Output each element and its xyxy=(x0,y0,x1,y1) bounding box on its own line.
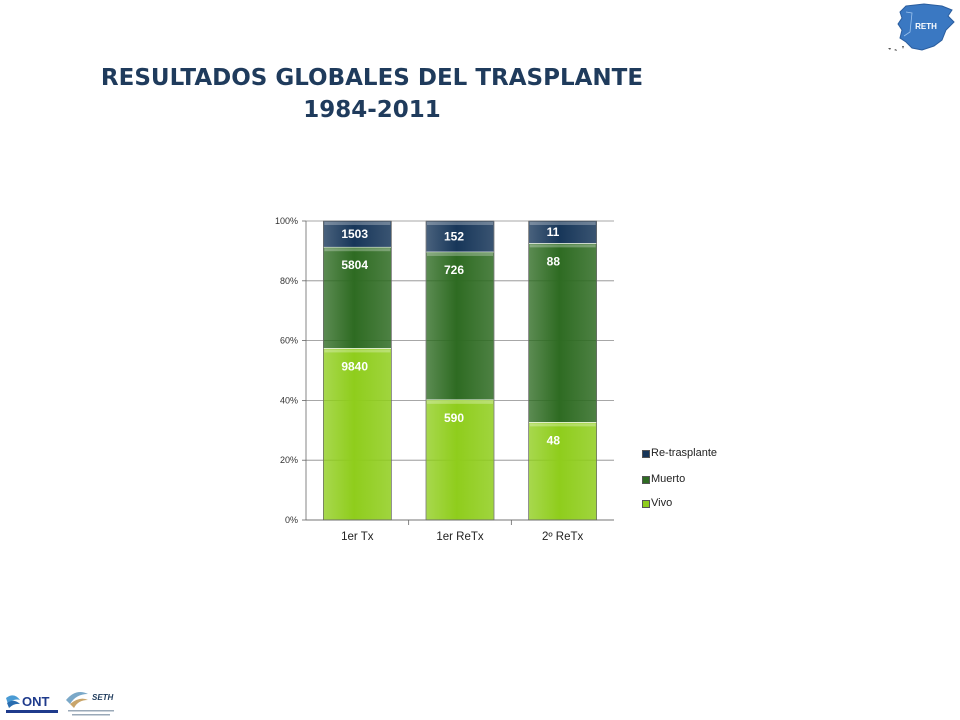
y-tick-label-4: 80% xyxy=(280,276,298,286)
x-tick-label-0: 1er Tx xyxy=(341,531,374,543)
map-label: RETH xyxy=(915,22,937,31)
y-tick-label-2: 40% xyxy=(280,395,298,405)
legend-label-muerto: Muerto xyxy=(651,473,686,485)
y-tick-label-5: 100% xyxy=(275,216,298,226)
bar-highlight-vivo-2 xyxy=(529,423,596,427)
labels: 0% 20% 40% 60% 80% 100% 9840 5804 1503 1er Tx 590 7… xyxy=(275,216,584,543)
chart-title-line2: 1984-2011 xyxy=(303,97,441,123)
legend-label-retrasplante: Re-trasplante xyxy=(651,447,718,459)
data-label-re-trasplante-0: 1503 xyxy=(341,227,368,241)
x-tick-label-1: 1er ReTx xyxy=(436,531,484,543)
bar-re-trasplante-1 xyxy=(425,220,495,253)
bar-muerto-2 xyxy=(528,243,597,423)
legend-label-vivo: Vivo xyxy=(651,497,673,509)
data-label-vivo-2: 48 xyxy=(547,433,561,447)
legend-swatch-retrasplante xyxy=(642,450,650,458)
data-label-re-trasplante-1: 152 xyxy=(444,229,464,243)
seth-label: SETH xyxy=(92,693,114,702)
data-label-re-trasplante-2: 11 xyxy=(547,225,560,239)
data-label-muerto-2: 88 xyxy=(547,254,561,268)
data-label-muerto-0: 5804 xyxy=(341,258,368,272)
legend-swatch-muerto xyxy=(642,476,650,484)
ont-logo-icon: ONT xyxy=(6,694,58,713)
y-tick-label-0: 0% xyxy=(285,515,298,525)
x-tick-label-2: 2º ReTx xyxy=(542,531,584,543)
bar-muerto-0 xyxy=(323,246,392,349)
bar-vivo-0 xyxy=(323,348,392,521)
bar-highlight-muerto-0 xyxy=(324,248,391,252)
ont-label: ONT xyxy=(22,694,50,709)
data-label-vivo-0: 9840 xyxy=(341,359,368,373)
chart-title-line1: RESULTADOS GLOBALES DEL TRASPLANTE xyxy=(100,65,644,91)
bar-highlight-re-trasplante-2 xyxy=(529,222,596,225)
legend-swatch-vivo xyxy=(642,500,650,508)
y-tick-label-1: 20% xyxy=(280,455,298,465)
bar-muerto-1 xyxy=(425,251,495,401)
spain-map-icon: RETH xyxy=(888,3,955,51)
seth-logo-icon: SETH xyxy=(62,686,120,718)
data-label-vivo-1: 590 xyxy=(444,411,464,425)
bars xyxy=(323,220,597,521)
bar-highlight-muerto-2 xyxy=(529,244,596,248)
bar-highlight-muerto-1 xyxy=(427,252,493,256)
axes xyxy=(302,220,614,525)
data-label-muerto-1: 726 xyxy=(444,263,464,277)
y-tick-label-3: 60% xyxy=(280,336,298,346)
bar-highlight-re-trasplante-1 xyxy=(427,222,493,225)
bar-highlight-re-trasplante-0 xyxy=(324,222,391,225)
bar-highlight-vivo-1 xyxy=(427,400,493,404)
bar-highlight-vivo-0 xyxy=(324,349,391,353)
bar-vivo-2 xyxy=(528,422,597,521)
